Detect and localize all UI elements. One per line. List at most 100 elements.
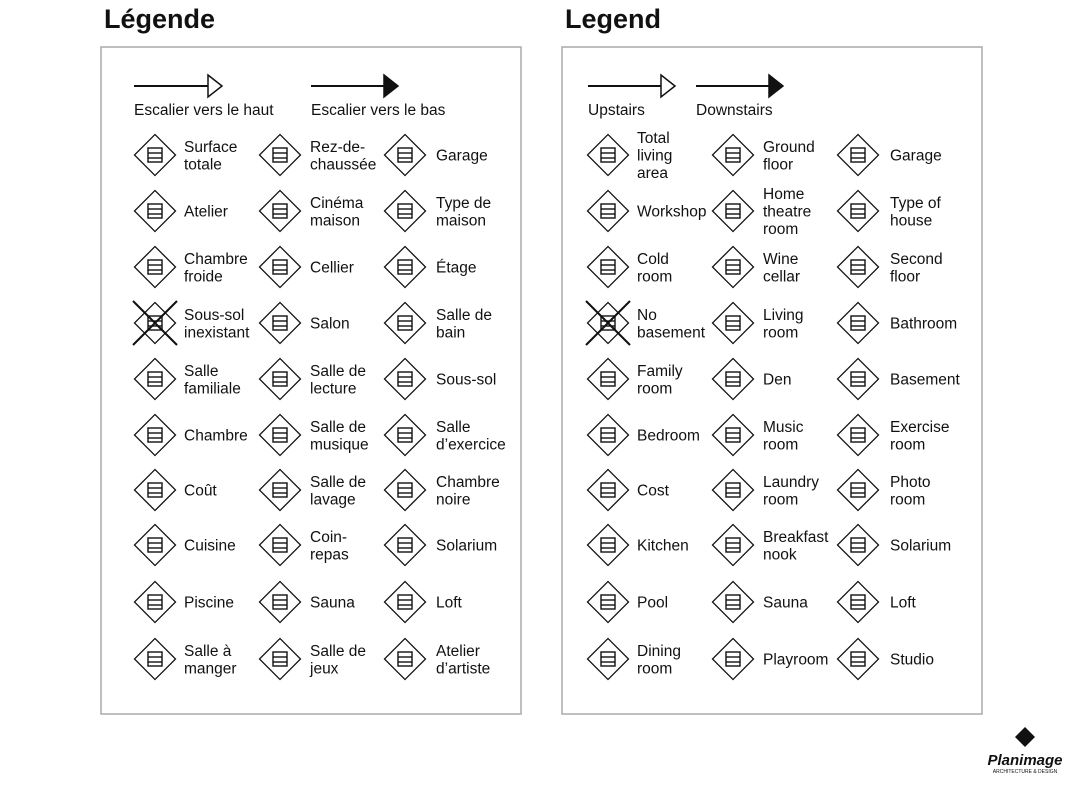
item-label: Type de [436,195,491,212]
icon-glyph [147,482,163,498]
item-label: cellar [763,268,800,285]
room-icon [711,245,755,289]
room-icon [133,468,177,512]
panel-frame [561,46,983,715]
item-label: Total [637,130,670,147]
icon-glyph [397,594,413,610]
item-label: Solarium [436,538,497,555]
icon-diamond [258,133,302,177]
item-label: Atelier [436,643,480,660]
icon-glyph [272,537,288,553]
item-label: basement [637,324,706,341]
icon-diamond [383,301,427,345]
room-icon [586,413,630,457]
room-icon [836,133,880,177]
icon-glyph [850,651,866,667]
item-label: chaussée [310,156,376,173]
logo-name: Planimage [987,752,1062,769]
icon-diamond [383,580,427,624]
room-icon [586,189,630,233]
room-icon [383,580,427,624]
icon-glyph [600,482,616,498]
icon-glyph [147,147,163,163]
item-label: room [763,324,798,341]
icon-diamond [586,580,630,624]
room-icon [258,189,302,233]
item-label: totale [184,156,222,173]
room-icon [258,523,302,567]
icon-diamond [836,189,880,233]
item-label: maison [436,212,486,229]
room-icon [133,357,177,401]
icon-glyph [600,537,616,553]
icon-glyph [397,147,413,163]
room-icon [836,189,880,233]
stair-label: Downstairs [696,102,773,119]
item-label: froide [184,268,223,285]
icon-glyph [147,371,163,387]
stair-arrow-head [207,73,224,99]
icon-glyph [725,427,741,443]
item-label: floor [763,156,793,173]
room-icon [836,357,880,401]
item-label: Sauna [310,595,355,612]
icon-glyph [147,203,163,219]
item-label: Studio [890,652,934,669]
item-label: floor [890,268,920,285]
icon-diamond [836,523,880,567]
item-label: Sous-sol [436,372,496,389]
icon-diamond [586,245,630,289]
icon-diamond [133,468,177,512]
icon-glyph [147,651,163,667]
icon-glyph [600,651,616,667]
item-label: room [763,221,798,238]
item-label: theatre [763,204,811,221]
item-label: Coût [184,483,217,500]
item-label: Surface [184,139,237,156]
icon-diamond [586,468,630,512]
icon-diamond [133,523,177,567]
icon-glyph [397,482,413,498]
panel-frame [100,46,522,715]
icon-glyph [272,371,288,387]
icon-diamond [133,245,177,289]
icon-glyph [272,147,288,163]
room-icon [383,468,427,512]
icon-diamond [836,357,880,401]
item-label: Photo [890,474,931,491]
icon-diamond [836,133,880,177]
room-icon [586,637,630,681]
item-label: No [637,307,657,324]
room-icon [711,301,755,345]
icon-glyph [725,259,741,275]
item-label: familiale [184,380,241,397]
icon-diamond [586,357,630,401]
icon-glyph [600,594,616,610]
room-icon [586,133,630,177]
room-icon [258,133,302,177]
item-label: Cost [637,483,670,500]
icon-diamond [383,637,427,681]
item-label: musique [310,436,369,453]
item-label: Home [763,186,804,203]
icon-diamond [586,637,630,681]
item-label: Garage [436,148,488,165]
room-icon [383,637,427,681]
item-label: Salle [184,363,218,380]
icon-diamond [836,245,880,289]
icon-cross [585,300,631,346]
item-label: Bathroom [890,316,957,333]
room-icon [711,637,755,681]
room-icon [711,468,755,512]
room-icon [711,133,755,177]
room-icon [711,413,755,457]
item-label: Music [763,419,804,436]
icon-diamond [836,468,880,512]
icon-diamond [711,413,755,457]
icon-diamond [711,580,755,624]
icon-diamond [711,357,755,401]
icon-glyph [272,259,288,275]
room-icon [133,637,177,681]
room-icon [836,413,880,457]
